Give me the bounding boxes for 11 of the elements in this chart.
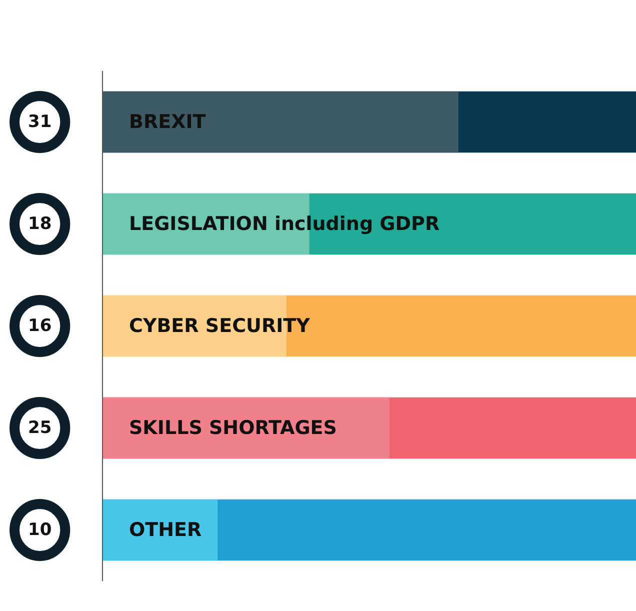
data-label: 10 xyxy=(28,520,52,540)
data-label: 31 xyxy=(28,112,52,132)
y-tick-label: LEGISLATION including GDPR xyxy=(129,213,440,235)
y-tick-label: BREXIT xyxy=(129,111,206,133)
data-label: 18 xyxy=(28,214,52,234)
bar xyxy=(103,499,218,561)
y-tick-label: SKILLS SHORTAGES xyxy=(129,417,337,439)
data-label: 25 xyxy=(28,418,52,438)
y-tick-label: OTHER xyxy=(129,519,202,541)
y-tick-label: CYBER SECURITY xyxy=(129,315,310,337)
data-label: 16 xyxy=(28,316,52,336)
